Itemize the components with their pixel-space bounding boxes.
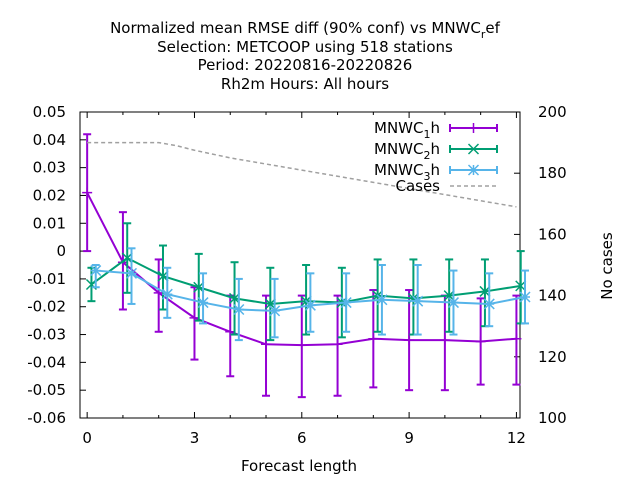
legend-label-suffix: h xyxy=(430,119,440,137)
data-point xyxy=(368,333,379,344)
cases-line xyxy=(87,141,517,208)
legend-label-sub: 1 xyxy=(423,128,430,141)
y2-tick-label: 180 xyxy=(538,164,567,182)
legend-label-base: MNWC xyxy=(374,119,423,137)
legend-label: MNWC3h xyxy=(374,161,440,183)
series-cases xyxy=(87,141,517,208)
y-tick-label: 0 xyxy=(56,242,66,260)
y-axis: 0.05 0.04 0.03 0.02 0.01 0 -0.01 -0.02 -0.03 -0.0… xyxy=(27,103,86,427)
x-tick-label: 3 xyxy=(190,429,200,447)
data-point xyxy=(332,339,343,350)
legend-marker xyxy=(467,164,480,176)
data-point xyxy=(519,291,531,303)
legend-label: Cases xyxy=(395,177,440,195)
data-point xyxy=(447,297,459,309)
data-point xyxy=(412,295,424,307)
y-tick-label: 0.05 xyxy=(33,103,66,121)
y-tick-label: 0.01 xyxy=(33,214,66,232)
data-point xyxy=(304,299,316,311)
series-mnwc-3h xyxy=(90,247,531,342)
x-tick-label: 9 xyxy=(404,429,414,447)
legend-label-sub: 3 xyxy=(423,170,430,183)
title-line-4: Rh2m Hours: All hours xyxy=(221,75,389,93)
y2-tick-label: 160 xyxy=(538,225,567,243)
legend-label-sub: 2 xyxy=(423,149,430,162)
chart-title: Normalized mean RMSE diff (90% conf) vs … xyxy=(110,19,501,93)
data-point xyxy=(376,294,388,306)
legend-label-base: MNWC xyxy=(374,161,423,179)
x-tick-label: 0 xyxy=(82,429,92,447)
x-axis: 0 3 6 9 12 xyxy=(82,112,526,447)
title-line-1-sub: r xyxy=(481,28,486,41)
title-line-1-main: Normalized mean RMSE diff (90% conf) vs … xyxy=(110,19,481,37)
data-point xyxy=(161,288,173,300)
series-layer xyxy=(82,133,531,399)
data-point xyxy=(197,297,209,309)
plot-border xyxy=(79,111,521,419)
y2-axis-label: No cases xyxy=(598,232,616,300)
data-point xyxy=(475,336,486,347)
legend-label-base: Cases xyxy=(395,177,440,195)
data-point xyxy=(233,303,245,316)
data-point xyxy=(296,340,307,351)
series-mnwc-1h xyxy=(82,133,522,399)
data-point xyxy=(90,265,102,277)
title-line-3: Period: 20220816-20220826 xyxy=(198,56,413,74)
y2-axis: 100 120 140 160 180 200 xyxy=(514,103,567,427)
y-tick-label: -0.03 xyxy=(27,326,66,344)
y-tick-label: 0.03 xyxy=(33,159,66,177)
legend-label-suffix: h xyxy=(430,140,440,158)
y-tick-label: -0.04 xyxy=(27,353,66,371)
data-point xyxy=(269,305,281,317)
y-tick-label: -0.01 xyxy=(27,270,66,288)
data-point xyxy=(404,335,415,346)
data-point xyxy=(511,333,522,344)
data-point xyxy=(125,267,138,279)
x-tick-label: 12 xyxy=(507,429,526,447)
data-point xyxy=(483,298,495,310)
title-line-1-tail: ef xyxy=(485,19,500,37)
x-axis-label: Forecast length xyxy=(241,457,357,475)
y-tick-label: -0.02 xyxy=(27,298,66,316)
y-tick-label: 0.04 xyxy=(33,131,66,149)
y-tick-label: -0.05 xyxy=(27,381,66,399)
y2-tick-label: 200 xyxy=(538,103,567,121)
legend-marker xyxy=(468,123,479,133)
legend-label-suffix: h xyxy=(430,161,440,179)
x-tick-label: 6 xyxy=(297,429,307,447)
data-point xyxy=(340,297,352,309)
data-point xyxy=(82,187,93,198)
title-line-2: Selection: METCOOP using 518 stations xyxy=(157,38,453,56)
y2-tick-label: 140 xyxy=(538,287,567,305)
y-tick-label: -0.06 xyxy=(27,409,66,427)
series-mnwc-2h xyxy=(85,222,527,342)
y2-tick-label: 120 xyxy=(538,348,567,366)
data-point xyxy=(261,339,272,350)
data-point xyxy=(439,335,450,346)
y-tick-label: 0.02 xyxy=(33,186,66,204)
title-line-1: Normalized mean RMSE diff (90% conf) vs … xyxy=(110,19,501,41)
y2-tick-label: 100 xyxy=(538,409,567,427)
legend-label-base: MNWC xyxy=(374,140,423,158)
legend-label: MNWC2h xyxy=(374,140,440,162)
legend-label: MNWC1h xyxy=(374,119,440,141)
legend-marker xyxy=(467,143,480,155)
